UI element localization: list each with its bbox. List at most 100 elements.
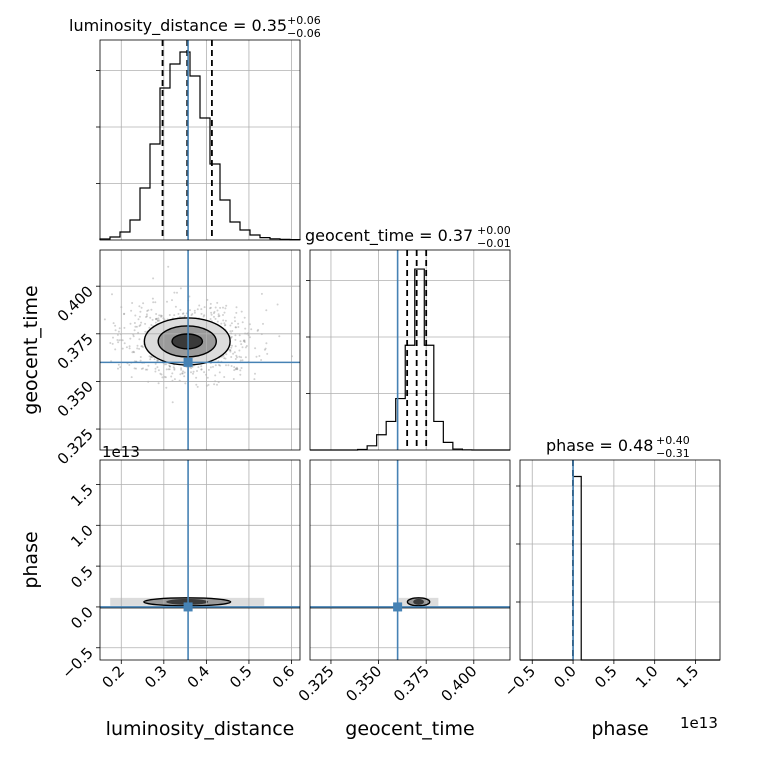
scatter-point-geocent-time-vs-luminosity-distance — [255, 355, 258, 358]
scatter-point-geocent-time-vs-luminosity-distance — [263, 348, 266, 351]
panel-frame-phase-vs-geocent-time — [309, 459, 511, 661]
scatter-point-geocent-time-vs-luminosity-distance — [171, 372, 174, 375]
scatter-point-geocent-time-vs-luminosity-distance — [198, 304, 201, 307]
xtick-label-phase-4: 1.5 — [673, 662, 703, 692]
scatter-point-geocent-time-vs-luminosity-distance — [234, 326, 237, 329]
scatter-point-geocent-time-vs-luminosity-distance — [258, 355, 261, 357]
scatter-point-geocent-time-vs-luminosity-distance — [145, 316, 147, 318]
scatter-point-geocent-time-vs-luminosity-distance — [146, 315, 148, 318]
scatter-point-geocent-time-vs-luminosity-distance — [231, 344, 233, 347]
ytick-label-geocent-time-2: 0.375 — [54, 330, 97, 373]
scatter-point-geocent-time-vs-luminosity-distance — [223, 324, 226, 327]
scatter-point-geocent-time-vs-luminosity-distance — [240, 343, 243, 346]
scatter-point-geocent-time-vs-luminosity-distance — [195, 383, 198, 386]
scatter-point-geocent-time-vs-luminosity-distance — [225, 364, 227, 367]
scatter-point-geocent-time-vs-luminosity-distance — [216, 383, 218, 386]
ytick-label-geocent-time-3: 0.400 — [54, 282, 97, 325]
truth-marker-phase-vs-geocent-time — [393, 602, 403, 612]
scatter-point-geocent-time-vs-luminosity-distance — [160, 373, 163, 376]
scatter-point-geocent-time-vs-luminosity-distance — [210, 311, 213, 314]
scatter-point-geocent-time-vs-luminosity-distance — [151, 297, 154, 300]
scatter-point-geocent-time-vs-luminosity-distance — [222, 306, 224, 309]
scatter-point-geocent-time-vs-luminosity-distance — [189, 366, 191, 369]
scatter-point-geocent-time-vs-luminosity-distance — [240, 356, 243, 359]
scatter-point-geocent-time-vs-luminosity-distance — [232, 378, 235, 380]
scatter-point-geocent-time-vs-luminosity-distance — [137, 318, 140, 321]
scatter-point-geocent-time-vs-luminosity-distance — [155, 313, 158, 315]
scatter-point-geocent-time-vs-luminosity-distance — [138, 315, 141, 318]
ylabel-phase: phase — [20, 531, 42, 588]
scatter-point-geocent-time-vs-luminosity-distance — [139, 356, 142, 358]
xtick-label-phase-3: 1.0 — [632, 662, 662, 692]
scatter-point-geocent-time-vs-luminosity-distance — [179, 308, 182, 311]
scatter-point-geocent-time-vs-luminosity-distance — [146, 310, 149, 312]
ytick-label-phase-3: 1.0 — [67, 521, 97, 551]
scatter-point-geocent-time-vs-luminosity-distance — [157, 317, 160, 320]
scatter-point-geocent-time-vs-luminosity-distance — [209, 302, 212, 305]
scatter-point-geocent-time-vs-luminosity-distance — [152, 277, 155, 280]
scatter-point-geocent-time-vs-luminosity-distance — [140, 321, 143, 324]
scatter-point-geocent-time-vs-luminosity-distance — [236, 356, 238, 359]
density-band-inner-phase-vs-luminosity-distance — [166, 598, 209, 605]
xtick-label-luminosity-distance-0: 0.2 — [99, 662, 129, 692]
scatter-point-geocent-time-vs-luminosity-distance — [235, 354, 238, 357]
scatter-point-geocent-time-vs-luminosity-distance — [196, 308, 199, 311]
scatter-point-geocent-time-vs-luminosity-distance — [184, 314, 187, 317]
scatter-point-geocent-time-vs-luminosity-distance — [139, 310, 142, 313]
scatter-point-geocent-time-vs-luminosity-distance — [213, 315, 215, 318]
contour-line-inner-geocent-time-vs-luminosity-distance — [171, 333, 204, 350]
scatter-point-geocent-time-vs-luminosity-distance — [239, 340, 242, 343]
scatter-point-geocent-time-vs-luminosity-distance — [181, 312, 184, 315]
scatter-point-geocent-time-vs-luminosity-distance — [147, 309, 150, 312]
scatter-point-geocent-time-vs-luminosity-distance — [129, 337, 132, 340]
xtick-label-geocent-time-0: 0.325 — [295, 662, 338, 705]
scatter-point-geocent-time-vs-luminosity-distance — [182, 370, 184, 373]
scatter-point-geocent-time-vs-luminosity-distance — [230, 322, 233, 325]
scatter-point-geocent-time-vs-luminosity-distance — [209, 366, 212, 369]
scatter-point-geocent-time-vs-luminosity-distance — [133, 367, 136, 370]
xtick-label-luminosity-distance-4: 0.6 — [269, 662, 299, 692]
scatter-point-geocent-time-vs-luminosity-distance — [195, 376, 198, 379]
ytick-label-phase-2: 0.5 — [67, 562, 97, 592]
scatter-point-geocent-time-vs-luminosity-distance — [193, 309, 196, 312]
scatter-point-geocent-time-vs-luminosity-distance — [209, 307, 211, 310]
scatter-point-geocent-time-vs-luminosity-distance — [146, 368, 149, 371]
ytick-label-geocent-time-0: 0.325 — [54, 425, 97, 468]
scatter-point-geocent-time-vs-luminosity-distance — [176, 291, 178, 294]
scatter-point-geocent-time-vs-luminosity-distance — [223, 322, 226, 325]
scatter-point-geocent-time-vs-luminosity-distance — [173, 314, 176, 317]
scatter-point-geocent-time-vs-luminosity-distance — [148, 326, 151, 329]
scatter-point-geocent-time-vs-luminosity-distance — [135, 367, 137, 370]
scatter-point-geocent-time-vs-luminosity-distance — [190, 367, 193, 369]
scatter-point-geocent-time-vs-luminosity-distance — [135, 325, 138, 328]
panel-frame-diag-luminosity-distance — [99, 39, 301, 241]
scatter-point-geocent-time-vs-luminosity-distance — [160, 314, 163, 317]
scatter-point-geocent-time-vs-luminosity-distance — [133, 351, 136, 354]
scatter-point-geocent-time-vs-luminosity-distance — [239, 373, 242, 376]
scatter-point-geocent-time-vs-luminosity-distance — [123, 313, 125, 316]
scatter-point-geocent-time-vs-luminosity-distance — [114, 324, 117, 327]
panel-frame-diag-phase — [519, 459, 721, 661]
ylabel-geocent-time: geocent_time — [20, 285, 42, 414]
scatter-point-geocent-time-vs-luminosity-distance — [182, 312, 185, 315]
scatter-point-geocent-time-vs-luminosity-distance — [154, 301, 157, 304]
scatter-point-geocent-time-vs-luminosity-distance — [233, 366, 236, 369]
scatter-point-geocent-time-vs-luminosity-distance — [103, 318, 106, 321]
title-sub-phase: −0.31 — [656, 447, 690, 460]
scatter-point-geocent-time-vs-luminosity-distance — [141, 346, 144, 349]
ytick-label-phase-1: 0.0 — [67, 603, 97, 633]
scatter-point-geocent-time-vs-luminosity-distance — [156, 320, 159, 323]
title-phase: phase = 0.48 +0.40 −0.31 — [546, 434, 690, 460]
scatter-point-geocent-time-vs-luminosity-distance — [222, 354, 225, 357]
scatter-point-geocent-time-vs-luminosity-distance — [111, 293, 113, 296]
scatter-point-geocent-time-vs-luminosity-distance — [173, 378, 176, 381]
scatter-point-geocent-time-vs-luminosity-distance — [224, 319, 227, 322]
scatter-point-geocent-time-vs-luminosity-distance — [131, 351, 134, 354]
scatter-point-geocent-time-vs-luminosity-distance — [140, 306, 143, 309]
scatter-point-geocent-time-vs-luminosity-distance — [192, 370, 195, 373]
scatter-point-geocent-time-vs-luminosity-distance — [222, 319, 225, 322]
contour-fill-inner-geocent-time-vs-luminosity-distance — [172, 334, 203, 349]
scatter-point-geocent-time-vs-luminosity-distance — [168, 314, 171, 316]
scatter-point-geocent-time-vs-luminosity-distance — [130, 376, 133, 379]
scatter-point-geocent-time-vs-luminosity-distance — [219, 364, 222, 367]
